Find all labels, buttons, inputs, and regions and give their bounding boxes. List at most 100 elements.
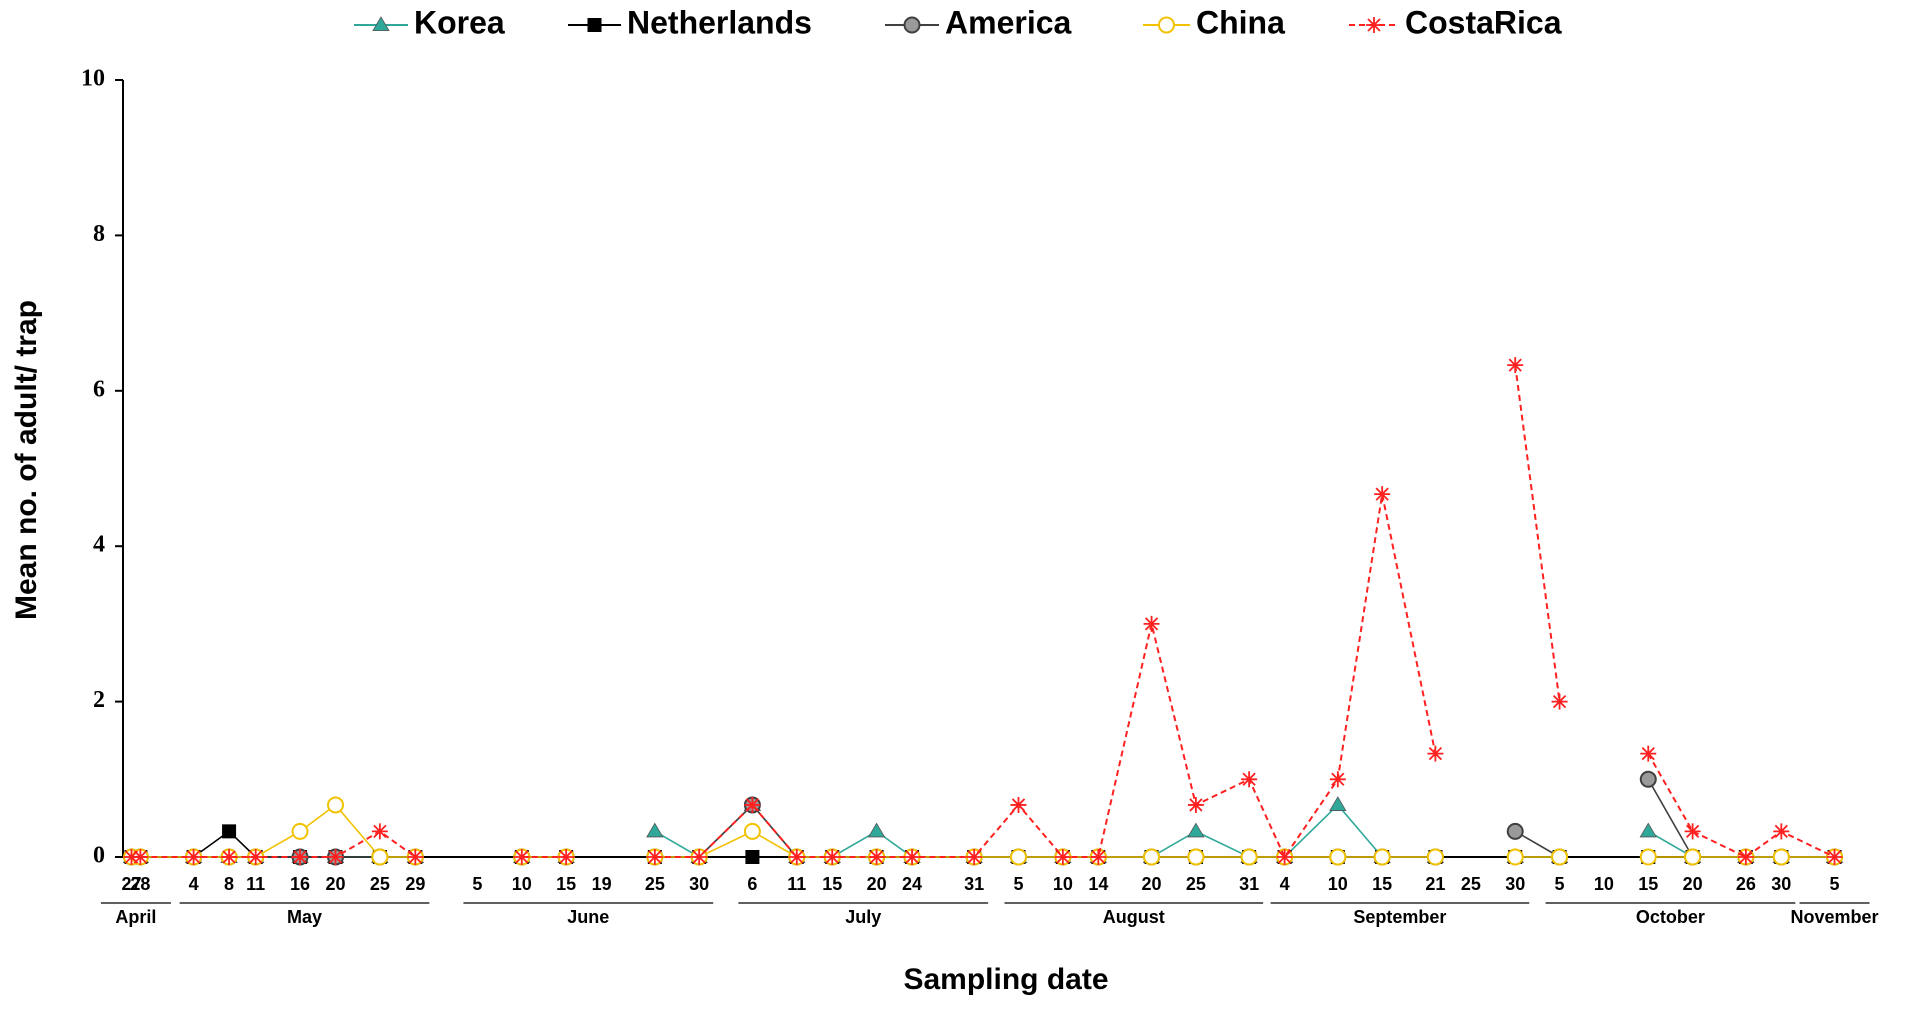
month-label: July: [845, 907, 881, 927]
x-axis-title: Sampling date: [903, 963, 1108, 996]
month-label: May: [287, 907, 322, 927]
y-tick-label: 2: [93, 687, 105, 713]
legend-marker: [372, 16, 390, 32]
y-tick-label: 8: [93, 221, 105, 247]
x-tick-label: 25: [370, 874, 390, 894]
x-tick-label: 5: [472, 874, 482, 894]
x-tick-label: 30: [689, 874, 709, 894]
marker: [1054, 849, 1071, 865]
marker: [1373, 848, 1391, 866]
marker: [1427, 745, 1444, 762]
marker: [222, 824, 237, 839]
marker: [646, 822, 664, 838]
x-tick-label: 8: [224, 874, 234, 894]
marker: [1276, 849, 1293, 865]
marker: [1241, 771, 1258, 788]
marker: [132, 849, 149, 865]
x-tick-label: 25: [645, 874, 665, 894]
marker: [371, 823, 388, 840]
x-tick-label: 19: [592, 874, 612, 894]
marker: [745, 850, 760, 864]
x-tick-label: 21: [1425, 874, 1445, 894]
y-tick-label: 10: [81, 66, 105, 92]
marker: [292, 849, 309, 865]
month-label: April: [115, 907, 156, 927]
x-tick-label: 20: [1683, 874, 1703, 894]
marker: [1240, 848, 1258, 866]
series-line: [131, 778, 1835, 858]
marker: [1010, 796, 1027, 813]
marker: [327, 849, 344, 865]
marker: [788, 849, 805, 865]
x-tick-label: 26: [1736, 874, 1756, 894]
marker: [1826, 849, 1843, 865]
marker: [867, 822, 886, 838]
month-label: October: [1636, 907, 1705, 927]
legend-label: Korea: [414, 4, 505, 40]
marker: [327, 796, 345, 814]
x-tick-label: 31: [1239, 874, 1259, 894]
marker: [646, 849, 663, 865]
x-tick-label: 10: [1594, 874, 1614, 894]
marker: [1329, 771, 1346, 788]
x-tick-label: 4: [189, 874, 199, 894]
x-tick-label: 30: [1771, 874, 1791, 894]
marker: [1329, 796, 1347, 811]
marker: [1639, 770, 1657, 788]
x-tick-label: 25: [1186, 874, 1206, 894]
marker: [1551, 848, 1569, 866]
marker: [1143, 848, 1161, 866]
x-tick-label: 16: [290, 874, 310, 894]
y-tick-label: 0: [93, 843, 105, 869]
x-tick-label: 20: [325, 874, 345, 894]
legend-marker: [1366, 17, 1382, 33]
marker: [185, 849, 202, 865]
month-label: June: [567, 907, 609, 927]
x-tick-label: 25: [1461, 874, 1481, 894]
marker: [1143, 615, 1160, 632]
y-axis-title: Mean no. of adult/ trap: [10, 300, 43, 620]
marker: [1426, 848, 1444, 866]
marker: [1506, 848, 1524, 866]
x-tick-label: 15: [1638, 874, 1658, 894]
marker: [868, 849, 885, 865]
legend-marker: [903, 16, 921, 34]
marker: [691, 849, 708, 865]
marker: [1507, 357, 1524, 374]
legend-label: China: [1196, 4, 1285, 40]
marker: [407, 849, 424, 865]
x-tick-label: 6: [747, 874, 757, 894]
marker: [1639, 848, 1657, 866]
x-tick-label: 24: [902, 874, 922, 894]
x-tick-label: 20: [1142, 874, 1162, 894]
marker: [1773, 823, 1790, 840]
x-tick-label: 15: [822, 874, 842, 894]
marker: [1090, 849, 1107, 865]
x-tick-label: 10: [1328, 874, 1348, 894]
x-tick-label: 5: [1555, 874, 1565, 894]
y-tick-label: 6: [93, 376, 105, 402]
marker: [371, 848, 389, 866]
legend-label: CostaRica: [1405, 4, 1562, 40]
x-tick-label: 29: [405, 874, 425, 894]
marker: [1772, 848, 1790, 866]
marker: [743, 822, 761, 840]
x-tick-label: 30: [1505, 874, 1525, 894]
x-tick-label: 15: [556, 874, 576, 894]
marker: [1684, 823, 1701, 840]
marker: [1506, 822, 1524, 840]
month-label: August: [1103, 907, 1165, 927]
marker: [1187, 796, 1204, 813]
marker: [1639, 822, 1657, 838]
x-tick-label: 27: [121, 874, 141, 894]
marker: [1640, 745, 1657, 762]
x-tick-label: 11: [246, 874, 265, 894]
marker: [1010, 848, 1027, 866]
x-tick-label: 5: [1013, 874, 1023, 894]
marker: [291, 822, 309, 840]
x-tick-label: 11: [787, 874, 806, 894]
legend-label: America: [945, 4, 1072, 40]
series-line: [131, 365, 1835, 860]
x-tick-label: 28: [130, 874, 150, 894]
